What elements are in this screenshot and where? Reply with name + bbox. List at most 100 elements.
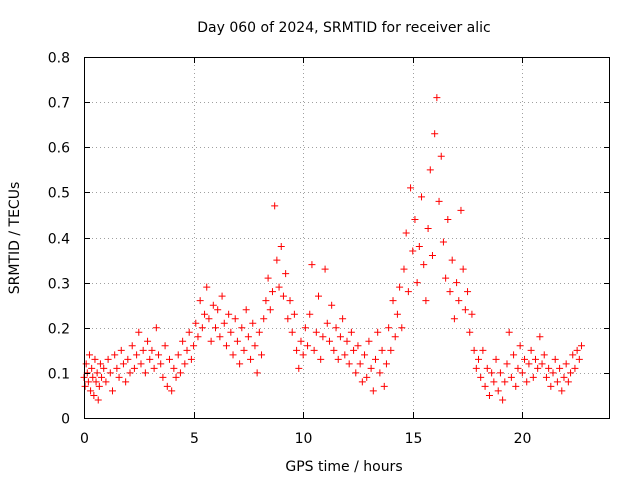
data-point [536,333,544,341]
data-point [437,152,445,160]
data-point [400,265,408,273]
data-point [332,324,340,332]
data-point [209,301,217,309]
data-point [418,193,426,201]
data-point [163,382,171,390]
data-point [547,382,555,390]
data-point [255,328,263,336]
data-point [161,342,169,350]
data-point [523,378,531,386]
data-point [288,328,296,336]
data-point [457,206,465,214]
data-point [393,310,401,318]
data-point [266,306,274,314]
data-point [538,360,546,368]
data-point [439,238,447,246]
data-point [433,94,441,102]
data-point [571,364,579,372]
data-point [293,346,301,354]
data-point [567,369,575,377]
data-point [426,166,434,174]
data-point [174,351,182,359]
data-point [431,130,439,138]
data-point [176,369,184,377]
data-point [282,270,290,278]
data-point [218,292,226,300]
x-axis-label: GPS time / hours [285,459,402,475]
data-point [325,337,333,345]
data-point [466,328,474,336]
data-point [157,360,165,368]
data-point [382,360,390,368]
data-point [194,333,202,341]
data-point [376,369,384,377]
data-point [124,355,132,363]
data-point [354,342,362,350]
data-point [529,373,537,381]
data-point [247,355,255,363]
data-point [165,355,173,363]
data-point [371,355,379,363]
data-point [155,351,163,359]
y-tick-label: 0.8 [48,51,70,67]
data-point [407,184,415,192]
data-point [525,360,533,368]
data-point [111,351,119,359]
y-tick-label: 0.4 [48,232,70,248]
data-point [361,351,369,359]
data-point [556,364,564,372]
data-point [84,378,92,386]
data-point [249,319,257,327]
data-point [315,292,323,300]
data-point [214,306,222,314]
data-point [251,342,259,350]
data-point [450,315,458,323]
data-point [435,197,443,205]
data-point [299,351,307,359]
data-point [128,342,136,350]
data-point [117,346,125,354]
data-point [253,369,261,377]
data-point [453,279,461,287]
data-point [448,256,456,264]
data-point [336,333,344,341]
data-point [90,391,98,399]
data-point [198,324,206,332]
data-point [365,337,373,345]
data-point [551,355,559,363]
data-point [560,373,568,381]
data-point [159,373,167,381]
data-point [102,378,110,386]
data-point [501,378,509,386]
x-tick-label: 0 [80,431,89,447]
x-tick-label: 15 [405,431,423,447]
data-point [367,364,375,372]
data-point [196,297,204,305]
data-point [212,324,219,332]
data-point [141,369,149,377]
data-point [470,346,478,354]
data-point [229,351,237,359]
data-point [343,337,351,345]
data-point [422,297,430,305]
data-point [578,342,586,350]
data-point [321,265,329,273]
data-point [290,310,298,318]
data-point [339,315,347,323]
data-point [411,215,419,223]
data-point [334,355,342,363]
data-point [516,342,524,350]
data-point [268,288,276,296]
data-point [420,261,428,269]
data-point [424,224,432,232]
data-point [310,346,318,354]
data-point [468,310,476,318]
data-points [80,94,586,404]
data-point [231,315,239,323]
y-tick-label: 0 [61,412,70,428]
data-point [396,283,404,291]
data-point [490,378,498,386]
data-point [207,337,215,345]
data-point [527,346,535,354]
data-point [203,283,211,291]
